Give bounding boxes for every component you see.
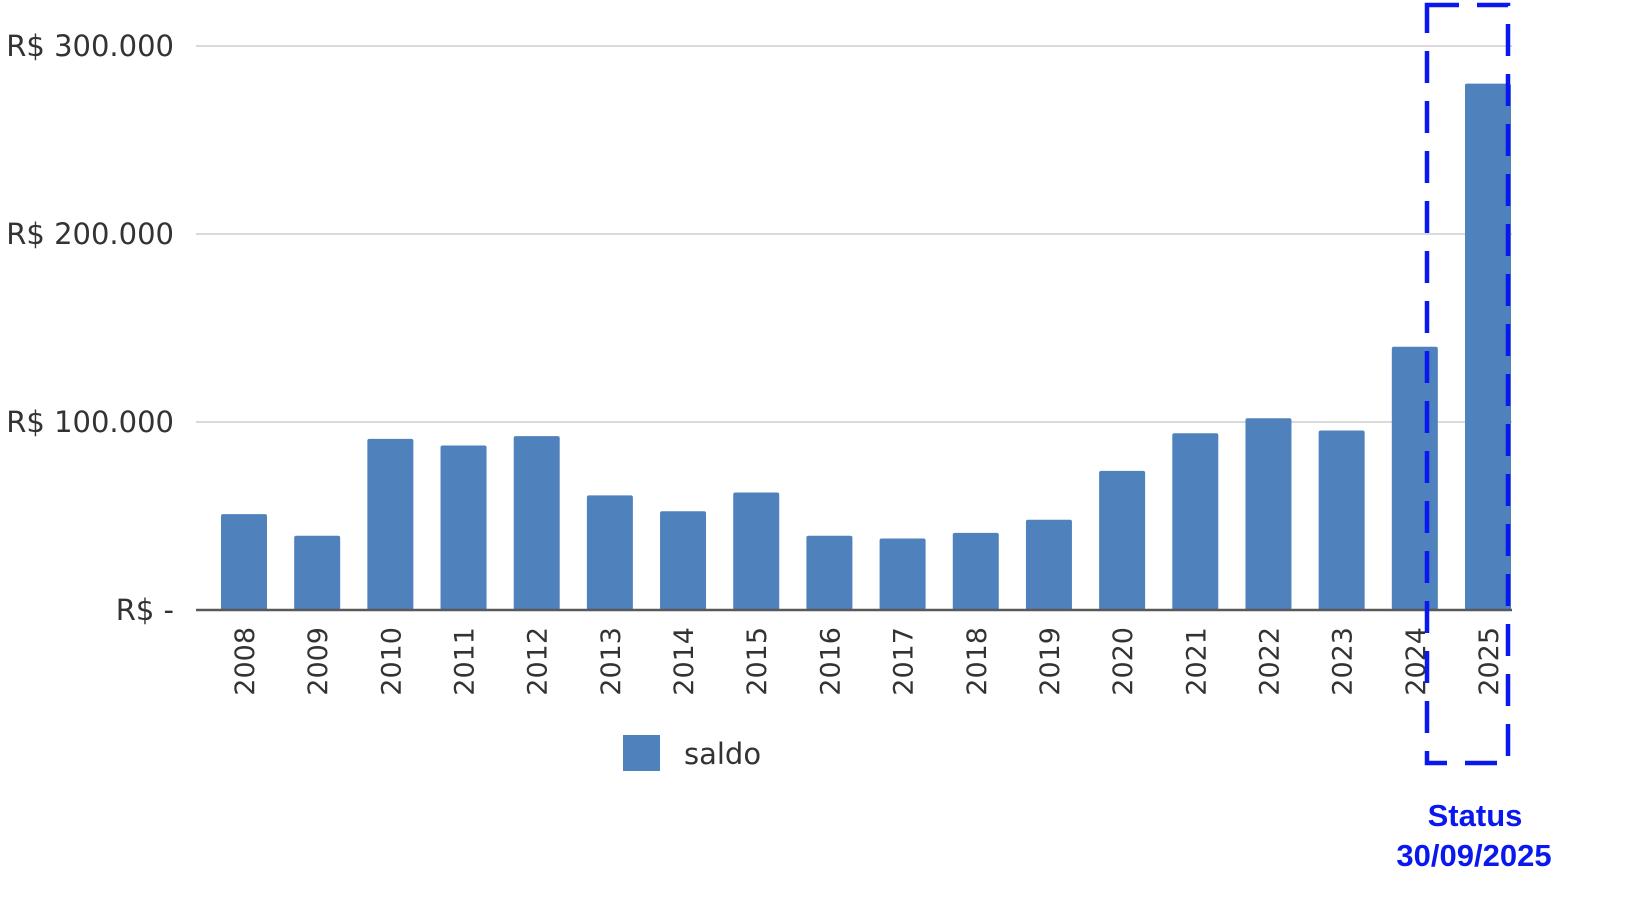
x-tick-label-2009: 2009 xyxy=(303,627,334,696)
legend-label-saldo: saldo xyxy=(684,737,761,771)
bar-2024 xyxy=(1391,346,1438,610)
y-axis-tick-labels: R$ - R$ 100.000 R$ 200.000 R$ 300.000 xyxy=(6,29,174,627)
y-tick-label: R$ 100.000 xyxy=(6,405,174,439)
x-tick-label-2016: 2016 xyxy=(815,627,846,696)
y-tick-label: R$ 200.000 xyxy=(6,217,174,251)
x-tick-label-2019: 2019 xyxy=(1035,627,1066,696)
y-tick-label: R$ - xyxy=(116,593,174,627)
bar-2009 xyxy=(294,535,341,610)
legend-swatch-saldo xyxy=(623,735,660,771)
bar-2015 xyxy=(733,492,780,610)
bar-2011 xyxy=(440,445,487,610)
x-tick-label-2011: 2011 xyxy=(450,627,481,696)
bar-2022 xyxy=(1245,418,1292,610)
status-date-label: 30/09/2025 xyxy=(1396,838,1551,873)
bar-2018 xyxy=(952,532,999,610)
bar-2019 xyxy=(1025,519,1072,610)
x-tick-label-2013: 2013 xyxy=(596,627,627,696)
x-tick-label-2023: 2023 xyxy=(1328,627,1359,696)
x-tick-label-2010: 2010 xyxy=(376,627,407,696)
bar-2016 xyxy=(806,535,853,610)
bar-series-saldo xyxy=(221,83,1511,611)
x-tick-label-2012: 2012 xyxy=(523,627,554,696)
x-tick-label-2020: 2020 xyxy=(1108,627,1139,696)
y-tick-label: R$ 300.000 xyxy=(6,29,174,63)
gridlines xyxy=(196,45,1512,423)
x-tick-label-2018: 2018 xyxy=(962,627,993,696)
x-tick-label-2022: 2022 xyxy=(1254,627,1285,696)
bar-2010 xyxy=(367,438,414,610)
bar-2025 xyxy=(1465,83,1511,611)
bar-2021 xyxy=(1172,433,1219,610)
bar-2013 xyxy=(586,495,633,610)
bar-2020 xyxy=(1099,470,1146,610)
bar-2008 xyxy=(221,514,267,610)
x-axis-tick-labels: 2008 2009 2010 2011 2012 2013 2014 2015 2016 2017… xyxy=(230,627,1505,696)
status-label: Status xyxy=(1428,798,1523,833)
x-tick-label-2015: 2015 xyxy=(742,627,773,696)
legend: saldo xyxy=(623,735,761,771)
x-tick-label-2017: 2017 xyxy=(889,627,920,696)
x-tick-label-2008: 2008 xyxy=(230,627,261,696)
x-tick-label-2025: 2025 xyxy=(1474,627,1505,696)
bar-2023 xyxy=(1318,430,1365,610)
bar-2012 xyxy=(513,436,560,610)
bar-2014 xyxy=(660,511,707,610)
bar-2017 xyxy=(879,538,926,610)
x-tick-label-2021: 2021 xyxy=(1181,627,1212,696)
x-tick-label-2014: 2014 xyxy=(669,627,700,696)
highlight-box-2025 xyxy=(1424,2,1511,766)
